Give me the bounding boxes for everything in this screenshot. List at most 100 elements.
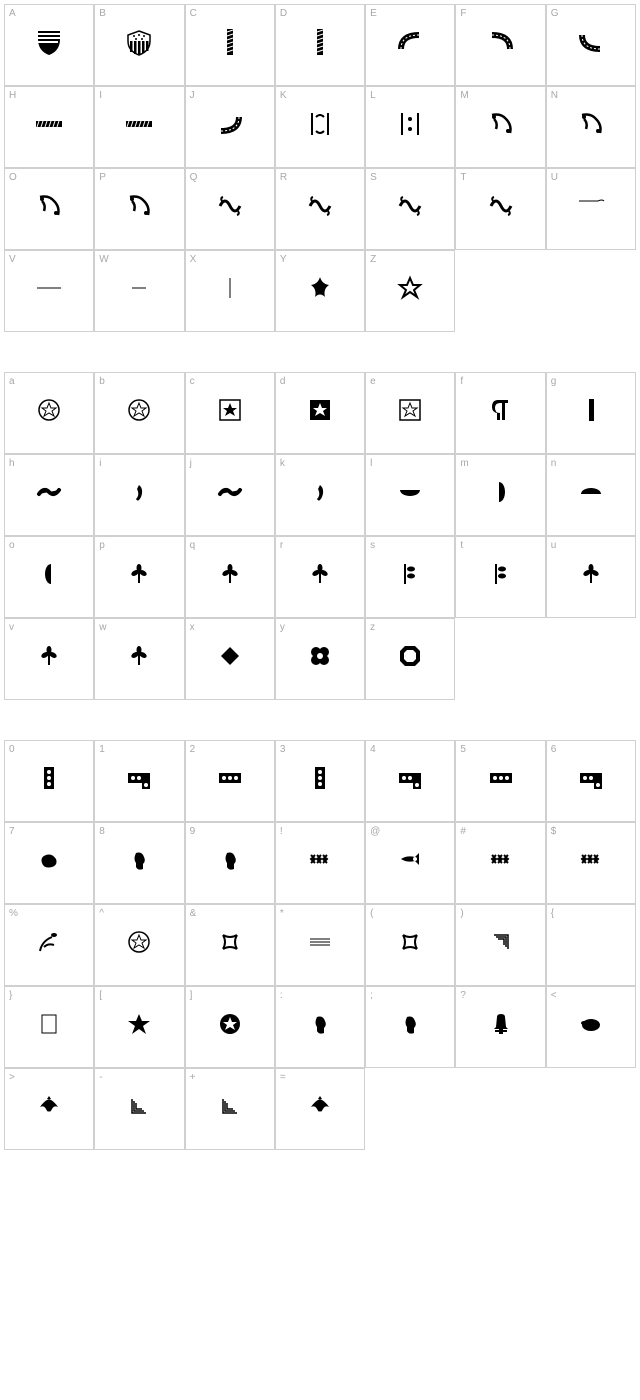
half-right-icon (486, 477, 516, 507)
cell-label: 5 (460, 744, 466, 755)
glyph-cell[interactable]: f (455, 372, 545, 454)
glyph-cell[interactable]: 4 (365, 740, 455, 822)
glyph-cell[interactable]: ! (275, 822, 365, 904)
glyph-cell[interactable]: s (365, 536, 455, 618)
glyph-cell[interactable]: 7 (4, 822, 94, 904)
cell-label: I (99, 90, 102, 101)
cell-label: M (460, 90, 468, 101)
glyph-cell[interactable]: ] (185, 986, 275, 1068)
glyph-cell[interactable]: G (546, 4, 636, 86)
glyph-cell[interactable]: Z (365, 250, 455, 332)
cell-label: d (280, 376, 286, 387)
glyph-cell[interactable]: 6 (546, 740, 636, 822)
glyph-cell[interactable]: > (4, 1068, 94, 1150)
glyph-cell[interactable]: m (455, 454, 545, 536)
glyph-cell[interactable]: % (4, 904, 94, 986)
cell-label: * (280, 908, 284, 919)
glyph-cell[interactable]: E (365, 4, 455, 86)
glyph-cell[interactable]: I (94, 86, 184, 168)
glyph-cell[interactable]: 2 (185, 740, 275, 822)
glyph-cell[interactable]: U (546, 168, 636, 250)
glyph-cell[interactable]: 8 (94, 822, 184, 904)
glyph-cell[interactable]: 5 (455, 740, 545, 822)
cell-label: t (460, 540, 463, 551)
glyph-cell[interactable]: ? (455, 986, 545, 1068)
cell-label: p (99, 540, 105, 551)
glyph-cell[interactable]: N (546, 86, 636, 168)
glyph-cell[interactable]: q (185, 536, 275, 618)
glyph-cell[interactable]: < (546, 986, 636, 1068)
glyph-cell[interactable]: j (185, 454, 275, 536)
glyph-cell[interactable]: b (94, 372, 184, 454)
glyph-cell[interactable]: e (365, 372, 455, 454)
glyph-cell[interactable]: a (4, 372, 94, 454)
glyph-cell[interactable]: & (185, 904, 275, 986)
cell-label: } (9, 990, 12, 1001)
glyph-cell[interactable]: t (455, 536, 545, 618)
glyph-cell[interactable]: A (4, 4, 94, 86)
glyph-cell[interactable]: d (275, 372, 365, 454)
glyph-cell[interactable]: o (4, 536, 94, 618)
glyph-cell[interactable]: r (275, 536, 365, 618)
glyph-cell[interactable]: K (275, 86, 365, 168)
glyph-cell[interactable]: } (4, 986, 94, 1068)
glyph-cell[interactable]: S (365, 168, 455, 250)
glyph-cell[interactable]: l (365, 454, 455, 536)
glyph-cell[interactable]: P (94, 168, 184, 250)
glyph-cell[interactable]: 1 (94, 740, 184, 822)
glyph-cell[interactable]: h (4, 454, 94, 536)
cell-label: V (9, 254, 16, 265)
cell-label: 8 (99, 826, 105, 837)
glyph-cell[interactable]: n (546, 454, 636, 536)
ornament-scroll-1-icon (215, 191, 245, 221)
glyph-cell[interactable]: H (4, 86, 94, 168)
glyph-cell[interactable]: D (275, 4, 365, 86)
glyph-cell[interactable]: M (455, 86, 545, 168)
glyph-cell[interactable]: T (455, 168, 545, 250)
cell-label: c (190, 376, 195, 387)
glyph-cell[interactable]: ( (365, 904, 455, 986)
glyph-cell[interactable]: w (94, 618, 184, 700)
glyph-cell[interactable]: x (185, 618, 275, 700)
glyph-cell[interactable]: - (94, 1068, 184, 1150)
glyph-cell[interactable]: Y (275, 250, 365, 332)
glyph-cell[interactable]: [ (94, 986, 184, 1068)
glyph-cell[interactable]: k (275, 454, 365, 536)
glyph-cell[interactable]: O (4, 168, 94, 250)
glyph-cell[interactable]: 9 (185, 822, 275, 904)
glyph-cell[interactable]: y (275, 618, 365, 700)
glyph-cell[interactable]: u (546, 536, 636, 618)
glyph-cell[interactable]: * (275, 904, 365, 986)
glyph-cell[interactable]: ) (455, 904, 545, 986)
glyph-cell[interactable]: p (94, 536, 184, 618)
glyph-cell[interactable]: @ (365, 822, 455, 904)
glyph-cell[interactable]: i (94, 454, 184, 536)
glyph-cell[interactable]: R (275, 168, 365, 250)
cell-label: { (551, 908, 554, 919)
star-circle-1-icon (34, 395, 64, 425)
glyph-cell[interactable]: v (4, 618, 94, 700)
glyph-cell[interactable]: ; (365, 986, 455, 1068)
glyph-cell[interactable]: L (365, 86, 455, 168)
glyph-cell[interactable]: X (185, 250, 275, 332)
glyph-cell[interactable]: C (185, 4, 275, 86)
glyph-cell[interactable]: 0 (4, 740, 94, 822)
glyph-cell[interactable]: B (94, 4, 184, 86)
glyph-cell[interactable]: z (365, 618, 455, 700)
glyph-cell[interactable]: : (275, 986, 365, 1068)
glyph-cell[interactable]: 3 (275, 740, 365, 822)
glyph-cell[interactable]: = (275, 1068, 365, 1150)
glyph-cell[interactable]: + (185, 1068, 275, 1150)
glyph-cell[interactable]: V (4, 250, 94, 332)
glyph-cell[interactable]: W (94, 250, 184, 332)
bell-icon (486, 1009, 516, 1039)
glyph-cell[interactable]: J (185, 86, 275, 168)
glyph-cell[interactable]: c (185, 372, 275, 454)
glyph-cell[interactable]: Q (185, 168, 275, 250)
glyph-cell[interactable]: $ (546, 822, 636, 904)
glyph-cell[interactable]: g (546, 372, 636, 454)
glyph-cell[interactable]: F (455, 4, 545, 86)
glyph-cell[interactable]: ^ (94, 904, 184, 986)
glyph-cell[interactable]: # (455, 822, 545, 904)
glyph-cell[interactable]: { (546, 904, 636, 986)
